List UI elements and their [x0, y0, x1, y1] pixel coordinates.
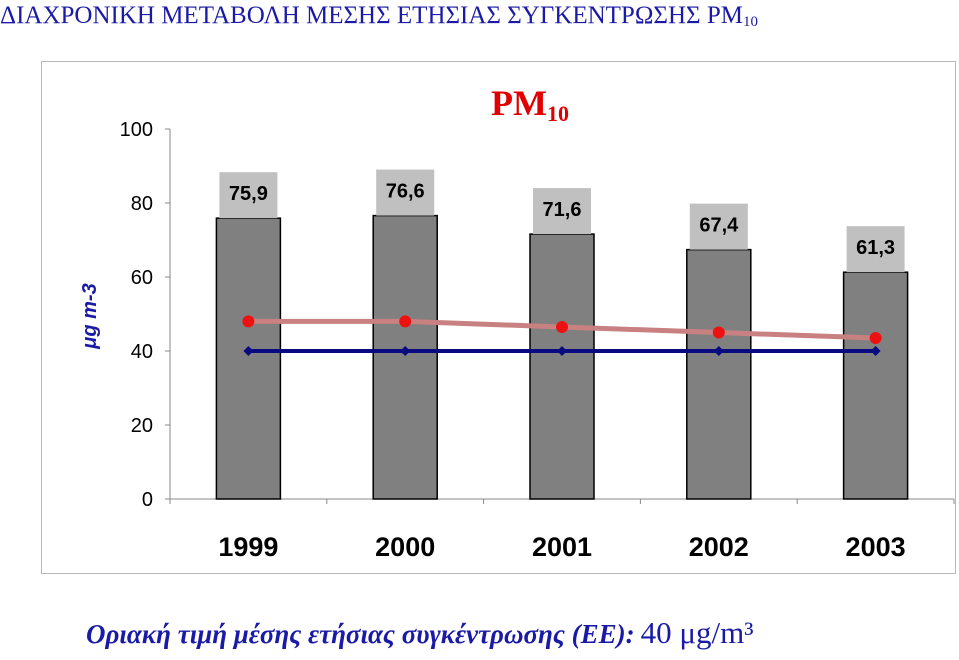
chart-title-subscript: 10 — [547, 101, 569, 126]
x-tick-label: 2001 — [532, 532, 592, 562]
x-tick-label: 2003 — [846, 532, 906, 562]
pm10-chart: 0 20 40 60 80 100 μg m-3 PM10 75,9 76,6 71,6 67,4 61… — [79, 83, 955, 562]
limit-marker — [400, 346, 411, 356]
bar — [372, 214, 438, 500]
data-label: 61,3 — [856, 237, 895, 259]
page-title: ΔΙΑΧΡΟΝΙΚΗ ΜΕΤΑΒΟΛΗ ΜΕΣΗΣ ΕΤΗΣΙΑΣ ΣΥΓΚΕΝ… — [0, 2, 959, 36]
data-label-box — [846, 226, 905, 273]
chart-title-main: PM — [491, 83, 547, 123]
bar — [215, 217, 282, 500]
y-tick-label: 20 — [131, 415, 153, 437]
bar — [686, 248, 752, 500]
data-label-box — [219, 172, 278, 219]
x-tick-label: 2002 — [689, 532, 749, 562]
y-tick-label: 40 — [131, 341, 153, 363]
trend-marker — [712, 326, 725, 339]
page-title-subscript: 10 — [742, 14, 758, 30]
y-tick-label: 60 — [131, 267, 153, 289]
trend-marker — [869, 332, 882, 345]
x-tick-label: 1999 — [218, 532, 278, 562]
y-tick-label: 100 — [120, 119, 153, 141]
page-title-text: ΔΙΑΧΡΟΝΙΚΗ ΜΕΤΑΒΟΛΗ ΜΕΣΗΣ ΕΤΗΣΙΑΣ ΣΥΓΚΕΝ… — [0, 2, 743, 29]
trend-marker — [242, 315, 255, 328]
data-label: 76,6 — [386, 181, 425, 203]
trend-marker — [399, 315, 412, 328]
data-label: 75,9 — [229, 183, 268, 205]
y-tick-label: 80 — [131, 193, 153, 215]
limit-marker — [557, 346, 567, 356]
trend-marker — [556, 320, 568, 333]
limit-note-label: Οριακή τιμή μέσης ετήσιας συγκέντρωσης (… — [86, 619, 635, 649]
data-label: 67,4 — [699, 215, 739, 237]
data-label-box — [533, 188, 591, 235]
bar — [842, 271, 909, 500]
bar — [529, 233, 595, 500]
chart-frame: 0 20 40 60 80 100 μg m-3 PM10 75,9 76,6 71,6 67,4 61… — [41, 61, 956, 574]
x-tick-label: 2000 — [375, 532, 435, 562]
data-label-box — [689, 203, 748, 250]
limit-marker — [870, 346, 881, 356]
limit-note: Οριακή τιμή μέσης ετήσιας συγκέντρωσης (… — [86, 615, 754, 651]
limit-marker — [243, 346, 254, 356]
y-axis-label: μg m-3 — [79, 283, 101, 349]
chart-title: PM10 — [491, 83, 569, 126]
y-tick-label: 0 — [142, 489, 153, 511]
limit-marker — [713, 346, 724, 356]
limit-note-value: 40 μg/m³ — [640, 615, 754, 650]
data-label-box — [376, 169, 435, 216]
data-label: 71,6 — [543, 199, 582, 221]
